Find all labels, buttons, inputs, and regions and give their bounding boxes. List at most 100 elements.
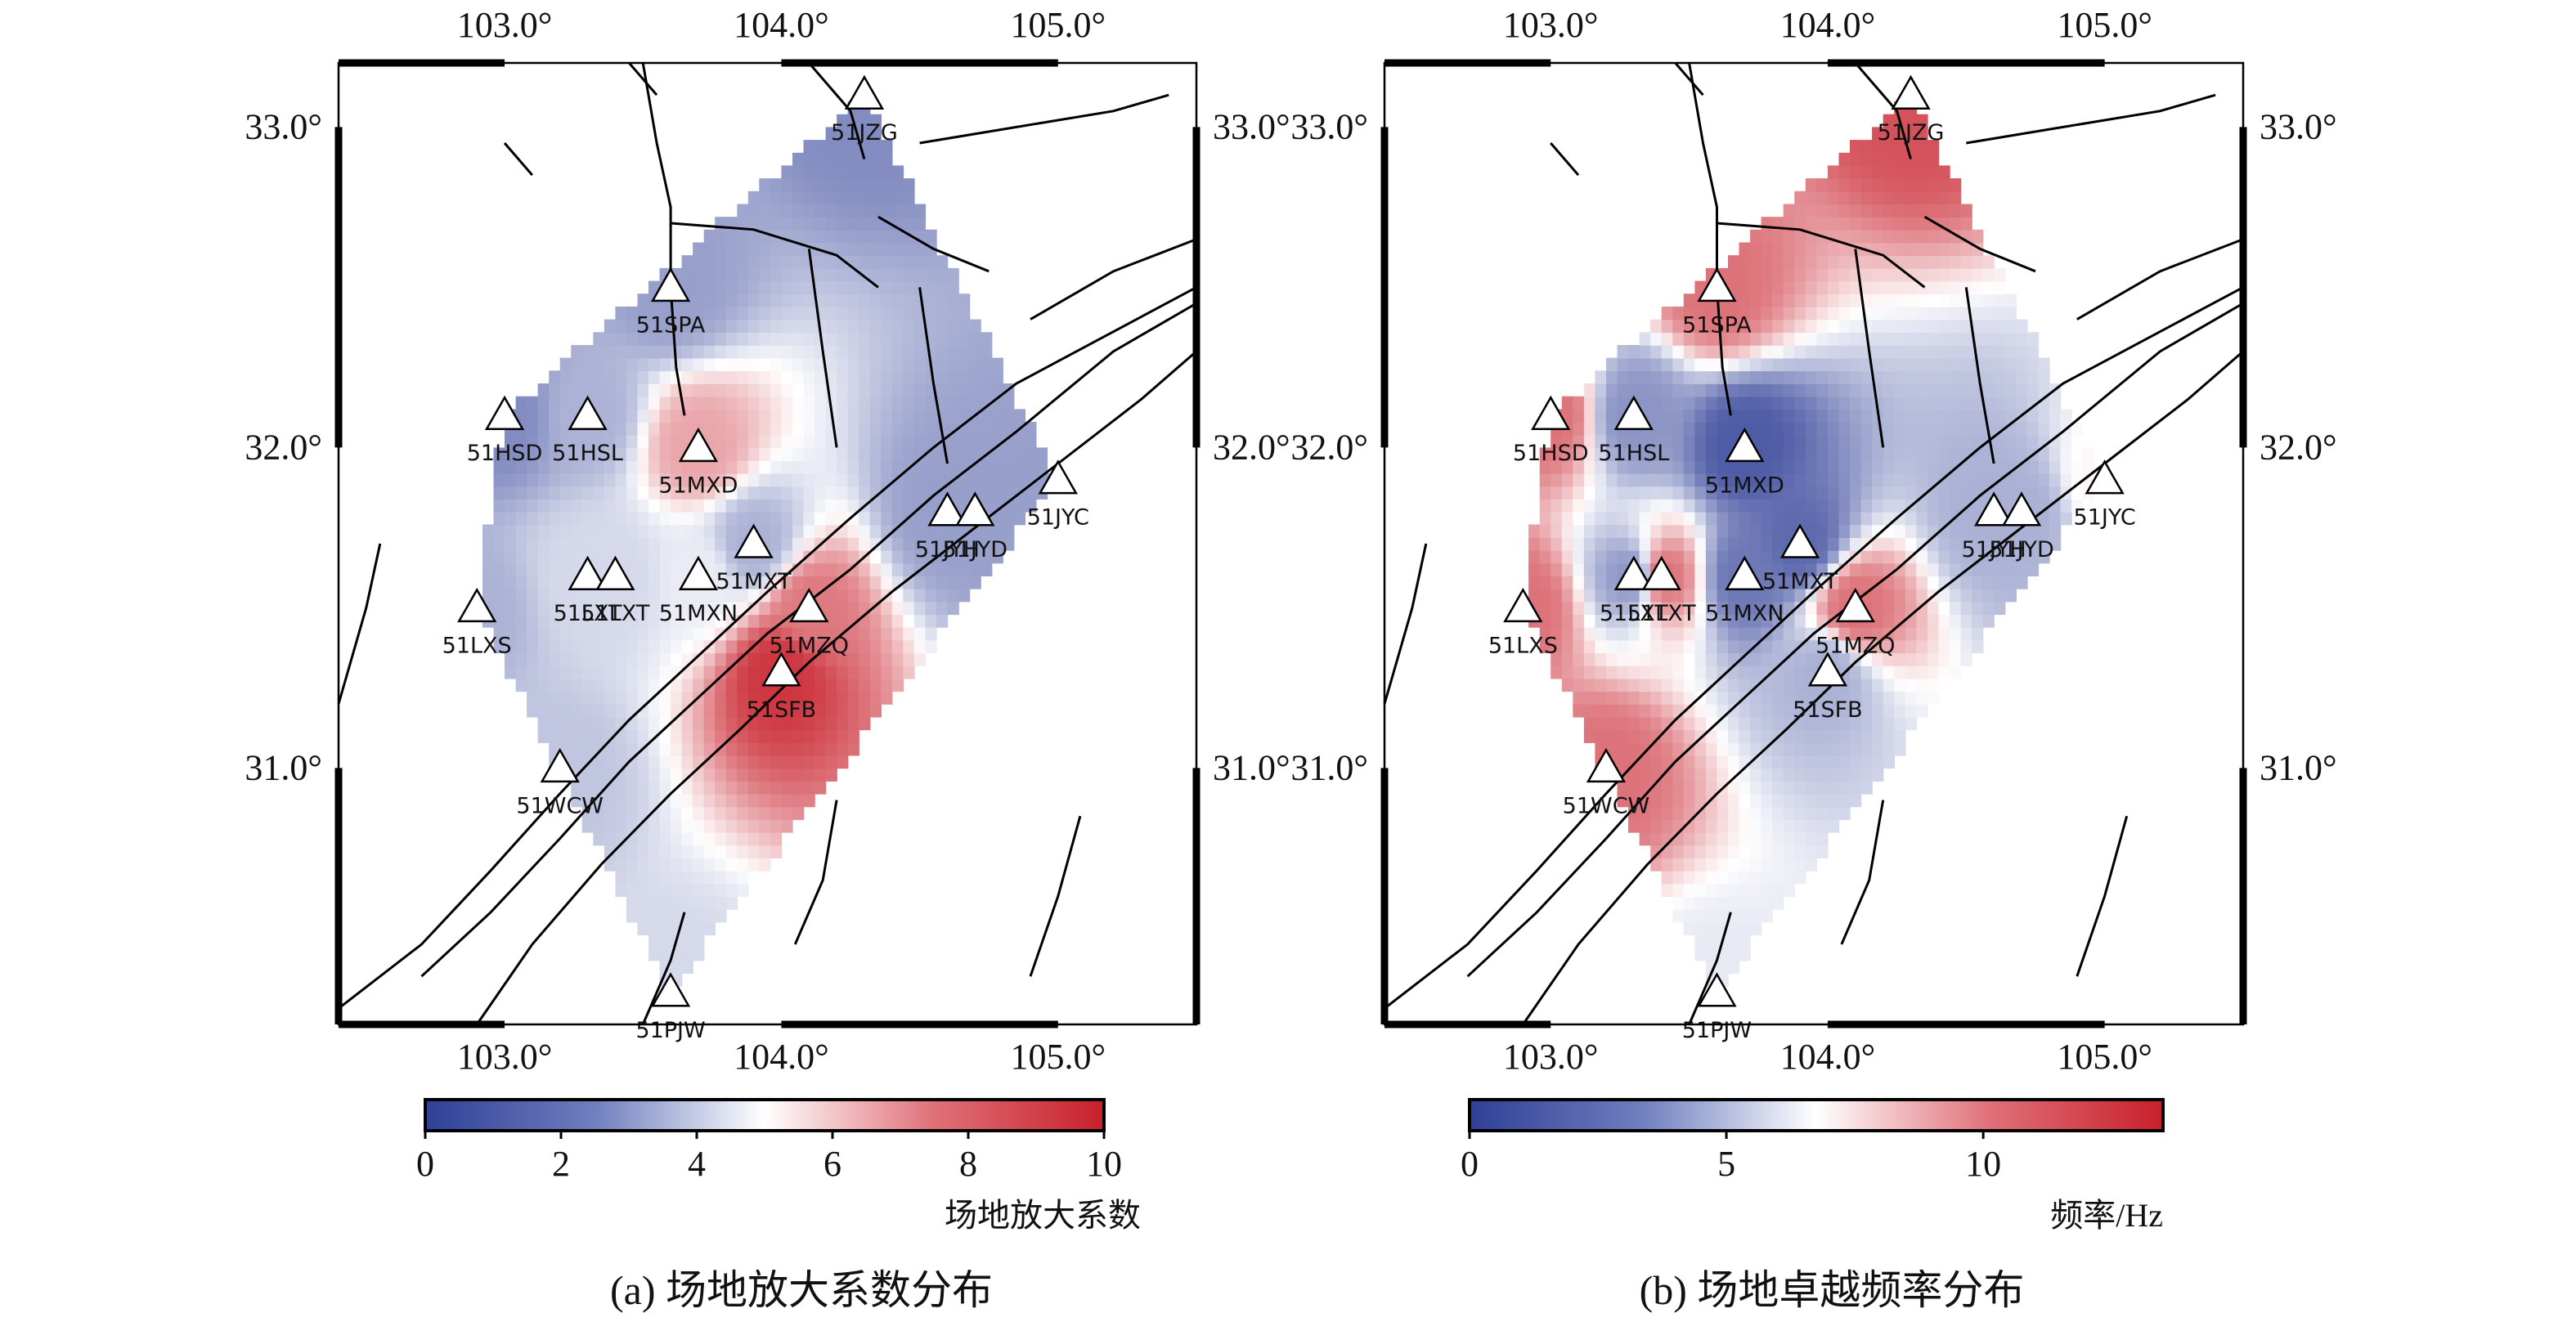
station-label: 51JYC	[2074, 505, 2136, 531]
field-cell	[703, 537, 716, 551]
field-cell	[825, 549, 837, 564]
field-cell	[581, 614, 595, 628]
field-cell	[1816, 486, 1829, 500]
field-cell	[770, 422, 783, 436]
field-cell	[1717, 678, 1729, 692]
field-cell	[671, 883, 683, 897]
field-cell	[593, 691, 605, 705]
field-cell	[792, 319, 805, 334]
field-cell	[1783, 460, 1795, 474]
field-cell	[958, 447, 971, 461]
field-cell	[1794, 601, 1806, 616]
field-cell	[737, 280, 749, 295]
field-cell	[1739, 601, 1751, 616]
field-cell	[1739, 460, 1751, 474]
field-cell	[903, 473, 915, 487]
field-cell	[1894, 716, 1906, 731]
field-cell	[1650, 460, 1663, 474]
field-cell	[1583, 409, 1596, 423]
field-cell	[803, 626, 815, 641]
field-cell	[991, 409, 1003, 423]
field-cell	[2016, 576, 2028, 589]
field-cell	[1772, 858, 1784, 872]
field-cell	[559, 614, 572, 628]
field-cell	[537, 666, 550, 679]
station-label: 51JYH	[1962, 537, 2026, 562]
field-cell	[1994, 601, 2006, 616]
field-cell	[659, 666, 671, 679]
field-cell	[1927, 434, 1940, 449]
field-cell	[1639, 742, 1651, 756]
field-cell	[1650, 806, 1663, 820]
field-cell	[747, 793, 761, 808]
field-cell	[1783, 396, 1795, 410]
field-cell	[1761, 473, 1773, 487]
field-cell	[1938, 306, 1950, 320]
field-cell	[881, 434, 893, 449]
field-cell	[1850, 473, 1862, 487]
field-cell	[803, 319, 815, 334]
field-cell	[747, 678, 761, 692]
field-cell	[1916, 562, 1928, 576]
field-cell	[681, 319, 693, 334]
field-cell	[1606, 729, 1618, 743]
field-cell	[847, 678, 859, 692]
field-cell	[693, 626, 705, 641]
field-cell	[847, 396, 859, 410]
field-cell	[747, 229, 761, 244]
field-cell	[781, 165, 793, 179]
field-cell	[1916, 229, 1928, 244]
field-cell	[648, 831, 661, 846]
field-cell	[881, 678, 893, 692]
field-cell	[1794, 190, 1806, 205]
x-tick-label-top: 104.0°	[734, 5, 829, 45]
field-cell	[747, 614, 761, 628]
field-cell	[659, 447, 671, 461]
field-cell	[1650, 422, 1663, 436]
field-cell	[1872, 217, 1884, 231]
field-cell	[637, 639, 649, 654]
field-cell	[2026, 524, 2040, 538]
field-cell	[847, 140, 859, 154]
field-cell	[515, 601, 527, 616]
field-cell	[859, 639, 871, 654]
field-cell	[1705, 306, 1718, 320]
field-cell	[1013, 447, 1025, 461]
field-cell	[1583, 704, 1596, 718]
field-cell	[847, 280, 859, 295]
field-cell	[1573, 486, 1585, 500]
field-cell	[1805, 409, 1818, 423]
colorbar-tick-label: 4	[688, 1144, 706, 1184]
field-cell	[1838, 332, 1851, 346]
field-cell	[1905, 294, 1918, 307]
field-cell	[869, 678, 882, 692]
field-cell	[2004, 332, 2017, 346]
field-cell	[1772, 742, 1784, 756]
field-cell	[1750, 729, 1762, 743]
field-cell	[1661, 768, 1673, 782]
field-cell	[659, 934, 671, 948]
field-cell	[747, 562, 761, 576]
field-cell	[1838, 396, 1851, 410]
field-cell	[792, 190, 805, 205]
field-cell	[1661, 806, 1673, 820]
field-cell	[825, 614, 837, 628]
field-cell	[648, 908, 661, 923]
field-cell	[847, 422, 859, 436]
field-cell	[847, 178, 859, 192]
field-cell	[648, 755, 661, 769]
field-cell	[2038, 409, 2050, 423]
field-cell	[2016, 383, 2028, 397]
field-cell	[671, 896, 683, 910]
field-cell	[759, 190, 771, 205]
field-cell	[1905, 460, 1918, 474]
field-cell	[969, 383, 981, 397]
field-cell	[1705, 499, 1718, 513]
field-cell	[1661, 858, 1673, 872]
field-cell	[1783, 332, 1795, 346]
field-cell	[1583, 626, 1596, 641]
field-cell	[1916, 422, 1928, 436]
field-cell	[648, 639, 661, 654]
field-cell	[1583, 678, 1596, 692]
field-cell	[770, 831, 783, 846]
